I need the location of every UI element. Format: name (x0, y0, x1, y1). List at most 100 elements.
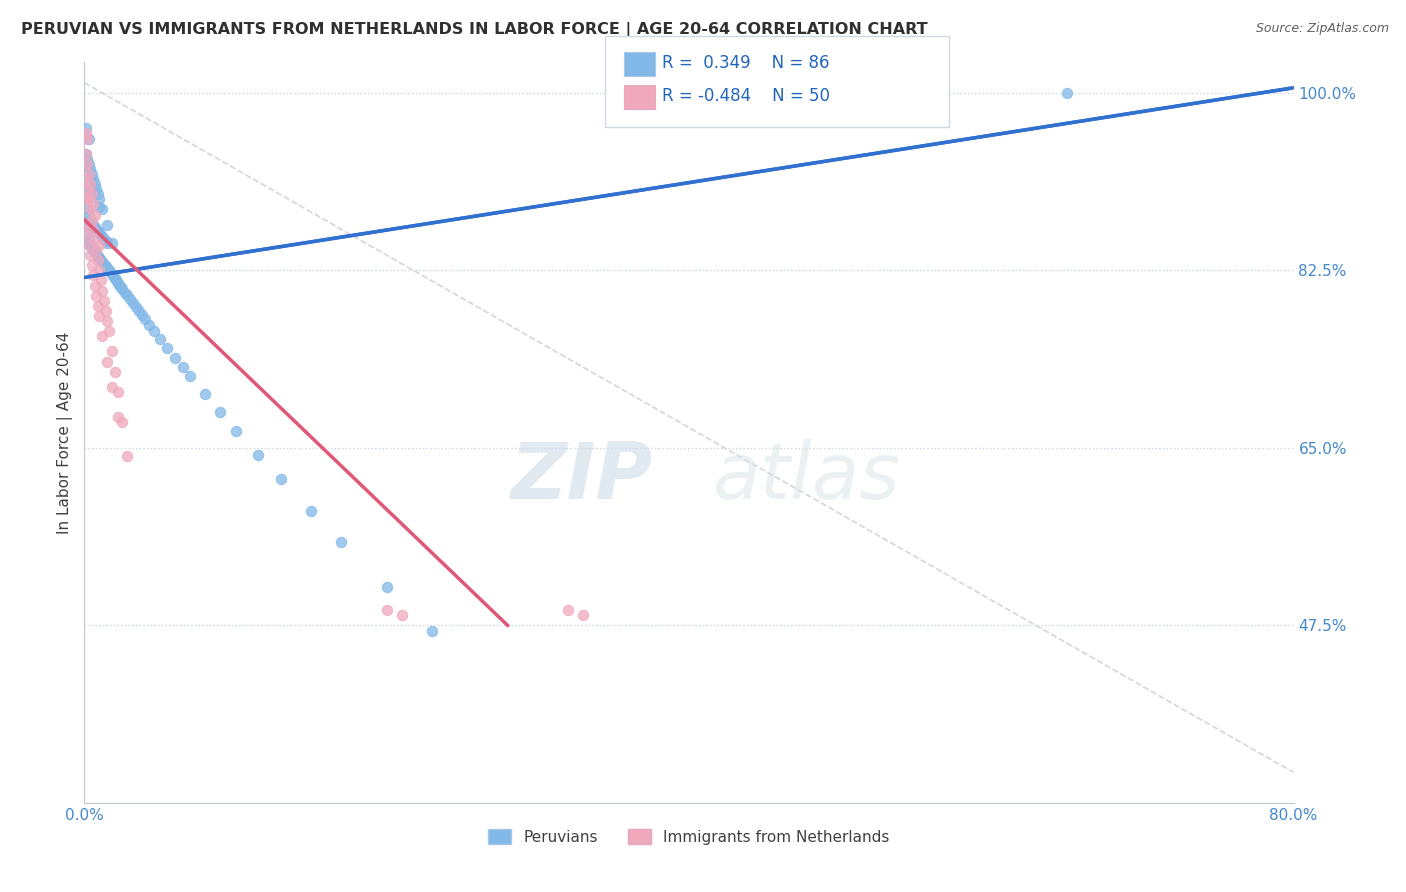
Point (80, 187, 103, 202)
Point (91, 202, 114, 217)
Point (77, 167, 100, 181)
Point (76, 177, 98, 191)
Point (80, 258, 103, 272)
Point (82, 172, 104, 186)
Point (94, 304, 117, 318)
Point (104, 271, 127, 285)
Point (82, 197, 104, 211)
Point (79, 248, 101, 262)
Point (77, 157, 100, 171)
Point (75, 218, 97, 232)
Point (86, 221, 108, 235)
Point (86, 289, 108, 303)
Point (108, 277, 131, 292)
Point (420, 624, 443, 639)
Point (76, 227, 98, 242)
Point (80, 212, 103, 227)
Text: ZIP: ZIP (510, 439, 652, 515)
Point (84, 233, 107, 247)
Point (149, 332, 172, 346)
Point (77, 192, 100, 206)
Point (89, 201, 111, 215)
Point (91, 255, 114, 269)
Point (76, 227, 98, 242)
Point (76, 202, 98, 217)
Point (90, 253, 112, 268)
Point (75, 218, 97, 232)
Point (96, 218, 118, 232)
Point (89, 238, 111, 252)
Point (96, 235, 118, 250)
Point (225, 424, 247, 438)
Point (101, 269, 124, 284)
Point (87, 187, 110, 202)
Point (97, 324, 120, 338)
Point (115, 287, 138, 301)
Point (80, 240, 103, 254)
Point (76, 182, 98, 196)
Point (247, 448, 270, 462)
Point (90, 273, 112, 287)
Point (557, 603, 579, 617)
Point (572, 608, 595, 623)
Point (84, 219, 107, 234)
Point (84, 278, 107, 293)
Point (80, 189, 103, 203)
Point (111, 416, 134, 430)
Point (89, 226, 111, 240)
Point (84, 177, 107, 191)
Point (77, 238, 100, 252)
Point (79, 238, 101, 252)
Point (1056, 86, 1078, 100)
Point (76, 131, 98, 145)
Point (89, 263, 111, 277)
Point (75, 127, 97, 141)
Point (75, 192, 97, 206)
Point (299, 504, 322, 518)
Point (87, 249, 110, 263)
Point (114, 285, 136, 300)
Point (375, 603, 398, 617)
Point (107, 276, 129, 290)
Point (79, 187, 101, 202)
Point (391, 608, 413, 623)
Point (93, 257, 115, 271)
Point (75, 167, 97, 181)
Point (142, 324, 165, 338)
Point (93, 232, 115, 246)
Point (89, 251, 111, 265)
Point (134, 312, 156, 326)
Point (138, 318, 160, 332)
Y-axis label: In Labor Force | Age 20-64: In Labor Force | Age 20-64 (58, 332, 73, 533)
Point (179, 368, 201, 383)
Point (128, 304, 150, 318)
Point (75, 146, 97, 161)
Point (96, 314, 118, 328)
Point (87, 299, 110, 313)
Point (87, 253, 110, 268)
Point (93, 293, 115, 308)
Point (80, 215, 103, 229)
Point (96, 354, 118, 368)
Point (94, 234, 117, 248)
Point (209, 405, 232, 419)
Text: R =  0.349    N = 86: R = 0.349 N = 86 (662, 54, 830, 72)
Point (330, 535, 353, 549)
Point (90, 227, 112, 242)
Point (100, 344, 122, 359)
Point (79, 202, 101, 217)
Text: atlas: atlas (713, 439, 901, 515)
Point (156, 342, 179, 356)
Point (76, 157, 98, 171)
Point (82, 243, 104, 257)
Point (104, 365, 127, 379)
Point (75, 172, 97, 186)
Point (375, 580, 398, 594)
Point (77, 131, 100, 145)
Point (111, 282, 134, 296)
Point (86, 243, 108, 257)
Point (77, 233, 100, 247)
Point (98, 265, 121, 279)
Point (100, 268, 122, 282)
Point (79, 212, 101, 227)
